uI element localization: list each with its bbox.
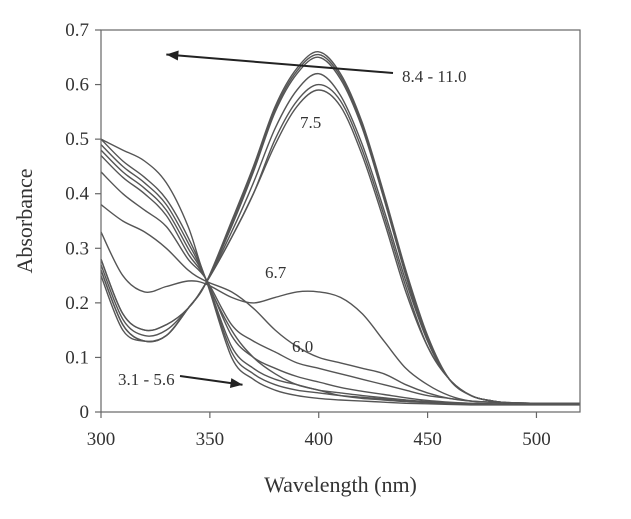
y-tick-label: 0.6 xyxy=(65,75,89,96)
annotation-label: 3.1 - 5.6 xyxy=(118,370,175,389)
annotation-arrow xyxy=(166,53,394,74)
annotation-label: 8.4 - 11.0 xyxy=(402,67,467,86)
spectrum-line-11 xyxy=(100,72,580,405)
x-tick-label: 400 xyxy=(304,429,333,450)
y-tick-label: 0.2 xyxy=(65,293,89,314)
spectrum-line-12 xyxy=(100,56,580,405)
annotations: 8.4 - 11.0 7.5 6.7 6.0 3.1 - 5.6 xyxy=(118,50,467,389)
annotation-label: 7.5 xyxy=(300,113,321,132)
spectrum-line-10 xyxy=(100,83,580,405)
axis-ticks: 0 0.1 0.2 0.3 0.4 0.5 0.6 0.7 300 350 400 450 500 xyxy=(65,20,550,450)
y-tick-label: 0.3 xyxy=(65,238,89,259)
spectrum-line-2 xyxy=(100,144,580,406)
arrowhead xyxy=(229,378,243,389)
x-tick-label: 350 xyxy=(196,429,225,450)
x-tick-label: 450 xyxy=(413,429,442,450)
spectrum-line-3 xyxy=(100,149,580,405)
spectra-curves xyxy=(100,51,580,406)
plot-frame xyxy=(100,29,581,413)
x-axis-title: Wavelength (nm) xyxy=(264,472,417,497)
spectrum-line-14 xyxy=(100,51,580,405)
y-tick-label: 0.1 xyxy=(65,347,89,368)
y-tick-label: 0.7 xyxy=(65,20,89,41)
spectrum-line-1 xyxy=(100,138,580,406)
arrowhead xyxy=(166,50,179,61)
x-tick-label: 300 xyxy=(87,429,116,450)
spectrum-line-5 xyxy=(100,138,580,406)
y-axis-title: Absorbance xyxy=(12,168,37,273)
spectrum-line-6 xyxy=(100,171,580,405)
y-tick-label: 0.5 xyxy=(65,129,89,150)
y-tick-label: 0.4 xyxy=(65,184,89,205)
y-tick-label: 0 xyxy=(80,402,90,423)
annotation-label: 6.0 xyxy=(292,337,313,356)
x-tick-label: 500 xyxy=(522,429,551,450)
annotation-label: 6.7 xyxy=(265,263,287,282)
spectrum-line-9 xyxy=(100,89,580,405)
